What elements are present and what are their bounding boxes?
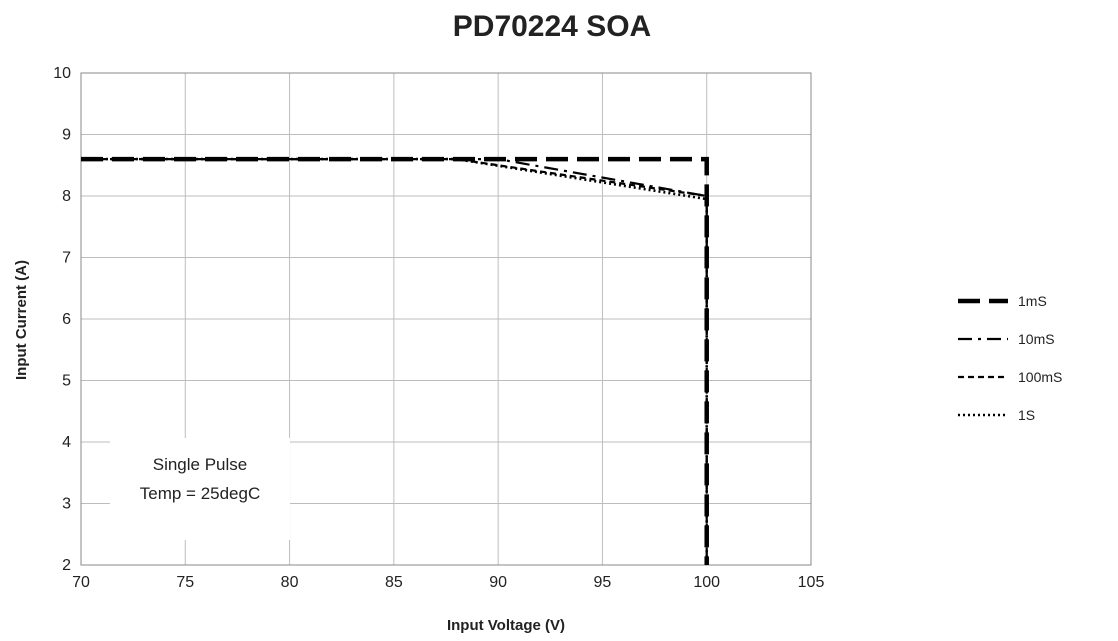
legend: 1mS 10mS 100mS 1S: [958, 293, 1062, 423]
y-tick-label: 5: [62, 373, 71, 390]
y-axis-label: Input Current (A): [13, 260, 30, 380]
chart-title: PD70224 SOA: [453, 10, 651, 43]
y-tick-label: 9: [62, 127, 71, 144]
annotation-box: Single Pulse Temp = 25degC: [110, 438, 290, 540]
y-tick-label: 8: [62, 188, 71, 205]
x-tick-label: 90: [489, 574, 507, 591]
x-tick-label: 70: [72, 574, 90, 591]
x-tick-label: 80: [281, 574, 299, 591]
x-tick-label: 100: [693, 574, 720, 591]
annotation-line-2: Temp = 25degC: [140, 484, 261, 503]
series-line-1s: [81, 157, 709, 565]
x-tick-label: 75: [176, 574, 194, 591]
y-tick-label: 3: [62, 496, 71, 513]
legend-label-1ms: 1mS: [1018, 293, 1047, 309]
legend-label-100ms: 100mS: [1018, 369, 1062, 385]
y-tick-label: 4: [62, 434, 71, 451]
legend-label-10ms: 10mS: [1018, 331, 1055, 347]
x-tick-label: 105: [798, 574, 825, 591]
y-tick-label: 10: [53, 65, 71, 82]
tick-labels: 70 75 80 85 90 95 100 105 2 3 4 5 6 7 8 9 10: [53, 65, 824, 591]
annotation-line-1: Single Pulse: [153, 455, 248, 474]
annotation-background: [110, 438, 290, 540]
y-tick-label: 2: [62, 557, 71, 574]
y-tick-label: 6: [62, 311, 71, 328]
y-tick-label: 7: [62, 250, 71, 267]
series-line-1ms: [81, 156, 709, 565]
x-axis-label: Input Voltage (V): [447, 617, 565, 634]
x-tick-label: 85: [385, 574, 403, 591]
legend-label-1s: 1S: [1018, 407, 1035, 423]
series-group: [81, 156, 709, 565]
x-tick-label: 95: [594, 574, 612, 591]
plot-area: [80, 72, 812, 566]
